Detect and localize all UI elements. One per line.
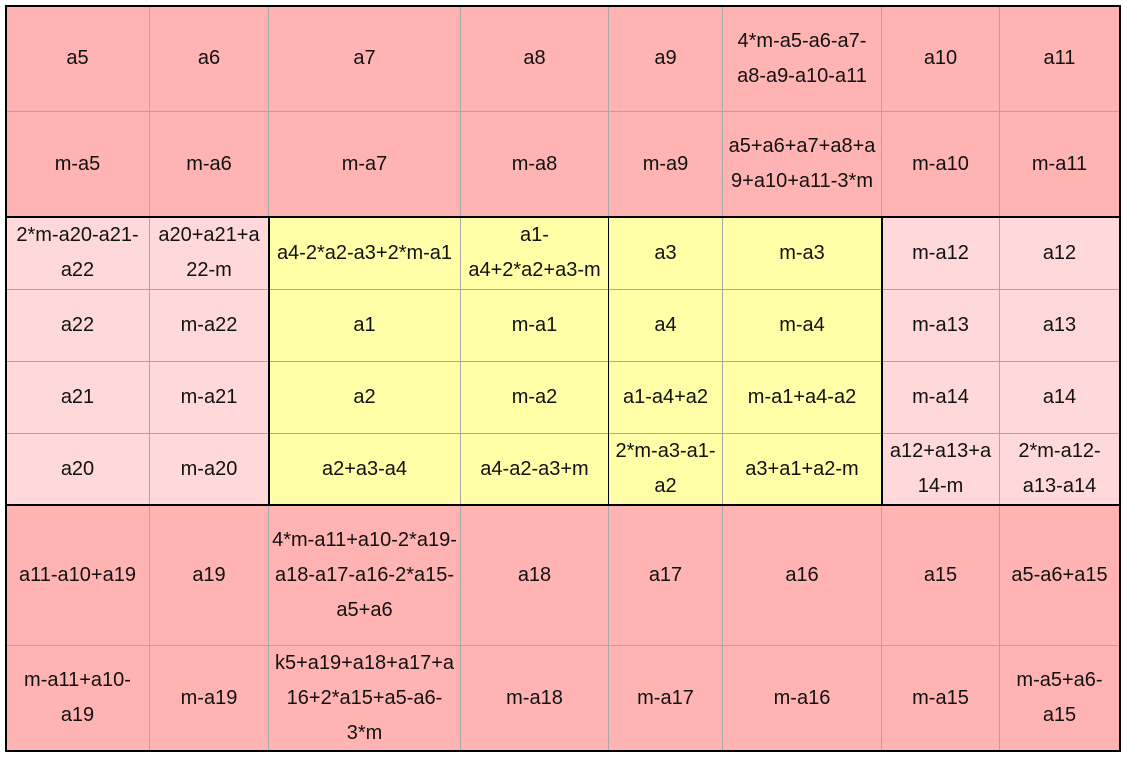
cell: m-a16 (723, 646, 882, 751)
cell: a2 (269, 362, 461, 434)
cell: a13 (1000, 290, 1120, 362)
border-line (5, 504, 1121, 506)
cell: m-a22 (150, 290, 269, 362)
border-line (608, 216, 609, 506)
cell: m-a12 (882, 217, 1000, 290)
cell: a20 (6, 434, 150, 505)
cell: a8 (461, 6, 609, 112)
cell: m-a13 (882, 290, 1000, 362)
cell: a4-2*a2-a3+2*m-a1 (269, 217, 461, 290)
cell: a9 (609, 6, 723, 112)
cell: m-a2 (461, 362, 609, 434)
cell: a19 (150, 505, 269, 646)
cell: m-a19 (150, 646, 269, 751)
cell: 2*m-a3-a1-a2 (609, 434, 723, 505)
cell: a14 (1000, 362, 1120, 434)
border-line (5, 216, 1121, 218)
cell: k5+a19+a18+a17+a16+2*a15+a5-a6-3*m (269, 646, 461, 751)
cell: m-a6 (150, 112, 269, 217)
border-line (5, 5, 7, 752)
cell: m-a5+a6-a15 (1000, 646, 1120, 751)
cell: a12 (1000, 217, 1120, 290)
border-line (5, 750, 1121, 752)
cell: m-a3 (723, 217, 882, 290)
cell: a3 (609, 217, 723, 290)
cell: a11-a10+a19 (6, 505, 150, 646)
cell: 2*m-a12-a13-a14 (1000, 434, 1120, 505)
cell: a6 (150, 6, 269, 112)
cell: m-a4 (723, 290, 882, 362)
cell: m-a21 (150, 362, 269, 434)
cell: m-a14 (882, 362, 1000, 434)
border-line (5, 5, 1121, 7)
cell: a5+a6+a7+a8+a9+a10+a11-3*m (723, 112, 882, 217)
cell: a3+a1+a2-m (723, 434, 882, 505)
cell: a5 (6, 6, 150, 112)
cell: a7 (269, 6, 461, 112)
cell: a20+a21+a22-m (150, 217, 269, 290)
cell: a1-a4+a2 (609, 362, 723, 434)
cell: a4-a2-a3+m (461, 434, 609, 505)
cell: m-a5 (6, 112, 150, 217)
border-line (881, 216, 883, 506)
cell: a18 (461, 505, 609, 646)
cell: a1 (269, 290, 461, 362)
cell: m-a17 (609, 646, 723, 751)
cell: m-a18 (461, 646, 609, 751)
cell: m-a1 (461, 290, 609, 362)
cell: a2+a3-a4 (269, 434, 461, 505)
cell: 4*m-a11+a10-2*a19-a18-a17-a16-2*a15-a5+a… (269, 505, 461, 646)
cell: m-a1+a4-a2 (723, 362, 882, 434)
cell: a15 (882, 505, 1000, 646)
cell: a4 (609, 290, 723, 362)
border-line (1119, 5, 1121, 752)
cell: m-a10 (882, 112, 1000, 217)
cell: a16 (723, 505, 882, 646)
cell: a22 (6, 290, 150, 362)
cell: m-a11 (1000, 112, 1120, 217)
border-line (268, 216, 270, 506)
cell: a10 (882, 6, 1000, 112)
cell: 4*m-a5-a6-a7-a8-a9-a10-a11 (723, 6, 882, 112)
cell: m-a8 (461, 112, 609, 217)
cell: a17 (609, 505, 723, 646)
cell: m-a7 (269, 112, 461, 217)
cell: m-a20 (150, 434, 269, 505)
cell: m-a9 (609, 112, 723, 217)
cell: a11 (1000, 6, 1120, 112)
cell: a5-a6+a15 (1000, 505, 1120, 646)
cell: a1-a4+2*a2+a3-m (461, 217, 609, 290)
cell: a12+a13+a14-m (882, 434, 1000, 505)
cell: m-a11+a10-a19 (6, 646, 150, 751)
cell: a21 (6, 362, 150, 434)
cell: m-a15 (882, 646, 1000, 751)
cell: 2*m-a20-a21-a22 (6, 217, 150, 290)
